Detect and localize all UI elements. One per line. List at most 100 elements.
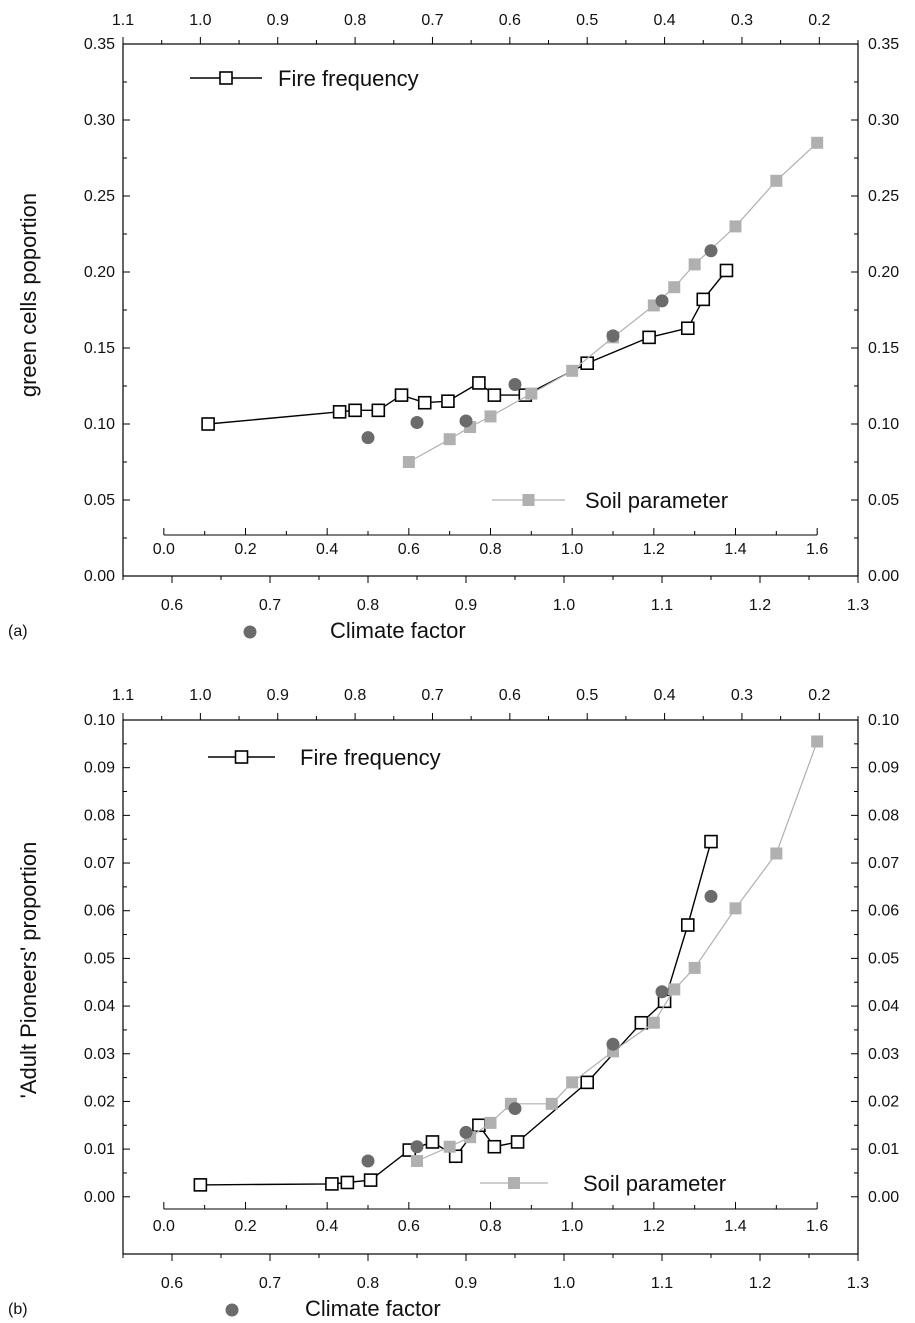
- climate-factor-point: [606, 329, 620, 343]
- climate-tick-label: 1.0: [553, 597, 575, 614]
- y-tick-label-left: 0.08: [84, 807, 115, 824]
- soil-parameter-point: [443, 1140, 456, 1153]
- soil-tick-label: 1.2: [643, 541, 665, 558]
- fire-frequency-point: [719, 263, 734, 278]
- climate-tick-label: 1.1: [651, 1275, 673, 1292]
- y-tick-label-right: 0.05: [868, 950, 899, 967]
- plot-frame: [122, 43, 859, 577]
- y-tick-label-left: 0.09: [84, 760, 115, 777]
- plot-frame: [122, 719, 859, 1255]
- soil-tick-label: 0.4: [316, 541, 338, 558]
- soil-parameter-point: [443, 433, 456, 446]
- y-tick-label-right: 0.20: [868, 264, 899, 281]
- y-tick-label-right: 0.15: [868, 340, 899, 357]
- y-tick-label-right: 0.00: [868, 1189, 899, 1206]
- soil-parameter-point: [770, 174, 783, 187]
- fire-tick-label: 0.6: [499, 687, 521, 704]
- legend-soil-label: Soil parameter: [583, 1171, 726, 1196]
- fire-tick-label: 0.7: [421, 12, 443, 29]
- fire-tick-label: 1.0: [189, 687, 211, 704]
- fire-frequency-point: [642, 330, 656, 345]
- y-tick-label-left: 0.03: [84, 1046, 115, 1063]
- fire-frequency-point: [441, 394, 455, 409]
- fire-frequency-point: [348, 403, 362, 418]
- legend-soil-marker: [508, 1177, 520, 1189]
- legend-fire-marker: [234, 750, 249, 764]
- fire-frequency-point: [472, 1118, 486, 1133]
- climate-factor-point: [410, 1140, 424, 1154]
- soil-parameter-point: [545, 1097, 558, 1110]
- climate-axis-title: Climate factor: [305, 1296, 441, 1321]
- fire-tick-label: 0.9: [267, 687, 289, 704]
- y-tick-label-left: 0.10: [84, 416, 115, 433]
- climate-tick-label: 1.3: [847, 1275, 869, 1292]
- climate-tick-label: 1.2: [749, 597, 771, 614]
- soil-parameter-point: [411, 1155, 423, 1168]
- soil-tick-label: 1.6: [806, 1218, 828, 1235]
- soil-parameter-point: [811, 735, 824, 748]
- y-tick-label-left: 0.05: [84, 950, 115, 967]
- y-tick-label-right: 0.30: [868, 112, 899, 129]
- y-tick-label-left: 0.00: [84, 1189, 115, 1206]
- y-axis-title: green cells poportion: [16, 193, 41, 397]
- fire-frequency-point: [193, 1178, 208, 1192]
- y-tick-label-right: 0.06: [868, 903, 899, 920]
- y-tick-label-right: 0.04: [868, 998, 899, 1015]
- y-tick-label-left: 0.07: [84, 855, 115, 872]
- y-tick-label-left: 0.01: [84, 1141, 115, 1158]
- soil-parameter-point: [688, 961, 701, 974]
- fire-frequency-point: [363, 1173, 378, 1187]
- soil-tick-label: 1.6: [806, 541, 828, 558]
- y-tick-label-right: 0.01: [868, 1141, 899, 1158]
- y-tick-label-right: 0.07: [868, 855, 899, 872]
- climate-factor-point: [459, 414, 473, 428]
- fire-frequency-point: [394, 388, 409, 402]
- climate-tick-label: 0.7: [259, 1275, 281, 1292]
- fire-tick-label: 0.2: [808, 687, 830, 704]
- fire-tick-label: 0.8: [344, 12, 366, 29]
- y-tick-label-right: 0.09: [868, 760, 899, 777]
- legend-fire-label: Fire frequency: [278, 66, 419, 91]
- series-line-fire: [200, 841, 712, 1186]
- soil-tick-label: 1.0: [561, 1218, 583, 1235]
- y-tick-label-left: 0.30: [84, 112, 115, 129]
- y-tick-label-right: 0.00: [868, 568, 899, 585]
- y-axis-title: 'Adult Pioneers' proportion: [16, 842, 41, 1099]
- climate-factor-point: [508, 1102, 522, 1116]
- soil-parameter-point: [668, 983, 681, 996]
- y-tick-label-left: 0.06: [84, 903, 115, 920]
- soil-parameter-point: [566, 1076, 579, 1089]
- climate-factor-point: [704, 889, 718, 903]
- climate-tick-label: 0.9: [455, 1275, 477, 1292]
- fire-frequency-point: [634, 1015, 649, 1030]
- y-tick-label-right: 0.02: [868, 1093, 899, 1110]
- climate-tick-label: 0.8: [357, 597, 379, 614]
- climate-factor-point: [655, 294, 669, 308]
- y-tick-label-left: 0.15: [84, 340, 115, 357]
- fire-frequency-point: [425, 1135, 440, 1149]
- soil-tick-label: 1.4: [724, 541, 746, 558]
- fire-frequency-point: [696, 292, 711, 307]
- fire-frequency-point: [487, 388, 502, 402]
- y-tick-label-left: 0.00: [84, 568, 115, 585]
- fire-tick-label: 1.1: [112, 12, 134, 29]
- y-tick-label-left: 0.35: [84, 36, 115, 53]
- legend-climate-marker: [243, 625, 257, 639]
- climate-factor-point: [704, 244, 718, 258]
- fire-tick-label: 0.7: [421, 687, 443, 704]
- fire-frequency-point: [448, 1149, 463, 1164]
- y-tick-label-left: 0.02: [84, 1093, 115, 1110]
- climate-tick-label: 1.0: [553, 1275, 575, 1292]
- soil-tick-label: 1.0: [561, 541, 583, 558]
- climate-factor-point: [508, 377, 522, 391]
- fire-frequency-point: [510, 1135, 525, 1149]
- fire-tick-label: 0.6: [499, 12, 521, 29]
- panel-a: 0.00 0.000.05 0.050.10 0.100.15 0.150.20 0.20…: [8, 12, 899, 643]
- climate-factor-point: [606, 1037, 620, 1051]
- climate-tick-label: 1.3: [847, 597, 869, 614]
- soil-tick-label: 0.2: [234, 541, 256, 558]
- climate-tick-label: 1.1: [651, 597, 673, 614]
- fire-frequency-point: [580, 1075, 595, 1090]
- climate-axis-title: Climate factor: [330, 618, 466, 643]
- y-tick-label-right: 0.08: [868, 807, 899, 824]
